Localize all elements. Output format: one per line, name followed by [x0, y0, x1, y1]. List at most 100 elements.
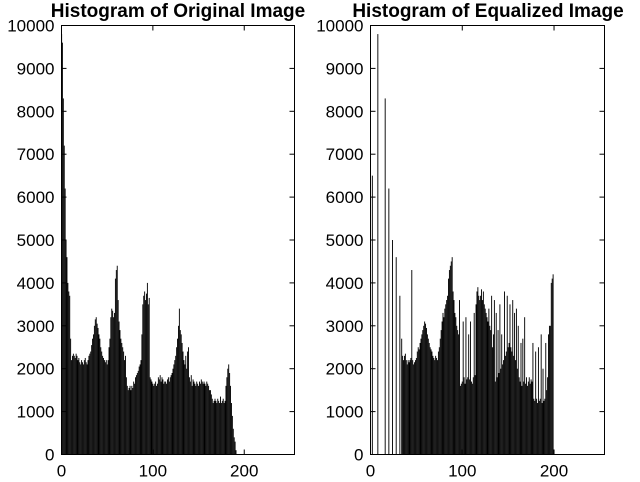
- histogram-bar: [447, 295, 449, 455]
- histogram-bar: [415, 360, 416, 455]
- histogram-bar: [190, 375, 192, 455]
- histogram-bar: [61, 42, 63, 455]
- histogram-bar: [493, 334, 494, 455]
- histogram-bar: [479, 300, 481, 455]
- histogram-bar: [535, 351, 537, 455]
- histogram-bar: [150, 379, 152, 455]
- histogram-panel-equalized: Histogram of Equalized Image 01000200030…: [316, 1, 623, 481]
- histogram-bar: [220, 396, 221, 455]
- histogram-bar: [412, 360, 414, 455]
- histogram-bar: [223, 403, 225, 455]
- histogram-bar: [494, 381, 496, 455]
- histogram-bar: [132, 388, 134, 455]
- y-tick-label: 2000: [17, 360, 55, 379]
- histogram-bar: [207, 383, 209, 455]
- histogram-bar: [505, 351, 507, 455]
- histogram-bar: [148, 297, 150, 455]
- histogram-bar: [188, 347, 189, 455]
- histogram-bar: [480, 295, 482, 455]
- y-tick-label: 2000: [326, 360, 364, 379]
- y-tick-label: 3000: [17, 317, 55, 336]
- x-tick-label: 100: [139, 462, 167, 481]
- histogram-bar: [214, 398, 216, 455]
- histogram-bar: [399, 295, 401, 455]
- histogram-bar: [220, 403, 222, 455]
- histogram-bar: [528, 377, 530, 455]
- histogram-bar: [157, 377, 159, 455]
- histogram-bar: [418, 349, 420, 455]
- histogram-bar: [392, 240, 393, 455]
- histogram-bar: [165, 381, 167, 455]
- histogram-bar: [486, 317, 488, 455]
- y-tick-label: 1000: [326, 403, 364, 422]
- histogram-bar: [504, 355, 506, 455]
- histogram-bar: [531, 381, 533, 455]
- histogram-bar: [78, 357, 80, 455]
- histogram-bar: [224, 400, 226, 455]
- histogram-bar: [83, 360, 85, 455]
- histogram-bar: [93, 325, 95, 455]
- histogram-bar: [138, 366, 140, 455]
- histogram-bar: [407, 360, 409, 455]
- histogram-bar: [146, 282, 148, 455]
- histogram-bar: [521, 385, 523, 455]
- histogram-bar: [464, 383, 466, 455]
- histogram-bar: [522, 338, 524, 455]
- histogram-bar: [81, 360, 83, 455]
- histogram-bar: [74, 357, 76, 455]
- histogram-bar: [82, 364, 84, 455]
- histogram-bar: [552, 274, 554, 455]
- y-tick-label: 0: [354, 446, 363, 465]
- histogram-bar: [471, 383, 473, 455]
- histogram-bar: [501, 334, 503, 455]
- histogram-bar: [497, 330, 499, 455]
- histogram-panel-original: Histogram of Original Image 010002000300…: [7, 1, 305, 481]
- histogram-bar: [84, 357, 86, 455]
- histogram-bar: [101, 351, 103, 455]
- x-tick-label: 200: [230, 462, 258, 481]
- histogram-bar: [100, 347, 102, 455]
- histogram-bar: [164, 381, 166, 455]
- histogram-bar: [441, 321, 443, 455]
- histogram-bar: [439, 338, 441, 455]
- histogram-bar: [208, 385, 210, 455]
- histogram-bar: [172, 368, 174, 455]
- histogram-bar: [77, 360, 79, 455]
- histogram-bar: [229, 372, 231, 455]
- histogram-bar: [537, 347, 539, 455]
- histogram-bar: [115, 270, 117, 455]
- histogram-bar: [140, 360, 142, 455]
- histogram-bar: [213, 400, 215, 455]
- histogram-bar: [512, 300, 514, 455]
- histogram-bar: [420, 338, 422, 455]
- histogram-bar: [222, 398, 224, 455]
- histogram-bar: [178, 308, 180, 455]
- bar-group: [371, 34, 554, 455]
- histogram-bar: [429, 347, 431, 455]
- histogram-bar: [413, 364, 415, 455]
- histogram-bar: [160, 381, 162, 455]
- histogram-bar: [63, 145, 65, 455]
- histogram-bar: [487, 321, 489, 455]
- histogram-bar: [151, 381, 153, 455]
- histogram-bar: [137, 370, 139, 455]
- histogram-bar: [435, 355, 437, 455]
- histogram-bar: [470, 321, 471, 455]
- histogram-bar: [445, 304, 447, 455]
- histogram-bar: [142, 304, 144, 455]
- histogram-bar: [153, 385, 155, 455]
- histogram-bar: [64, 188, 66, 455]
- histogram-bar: [167, 377, 169, 455]
- y-tick-label: 1000: [17, 403, 55, 422]
- histogram-bar: [167, 379, 168, 455]
- histogram-bar: [442, 312, 444, 455]
- histogram-bar: [227, 368, 229, 455]
- histogram-bar: [168, 381, 170, 455]
- x-tick-label: 0: [366, 462, 375, 481]
- histogram-bar: [111, 308, 113, 455]
- histogram-bar: [149, 377, 151, 455]
- histogram-bar: [462, 321, 464, 455]
- histogram-bar: [509, 304, 511, 455]
- histogram-bar: [119, 330, 121, 455]
- histogram-bar: [452, 291, 454, 455]
